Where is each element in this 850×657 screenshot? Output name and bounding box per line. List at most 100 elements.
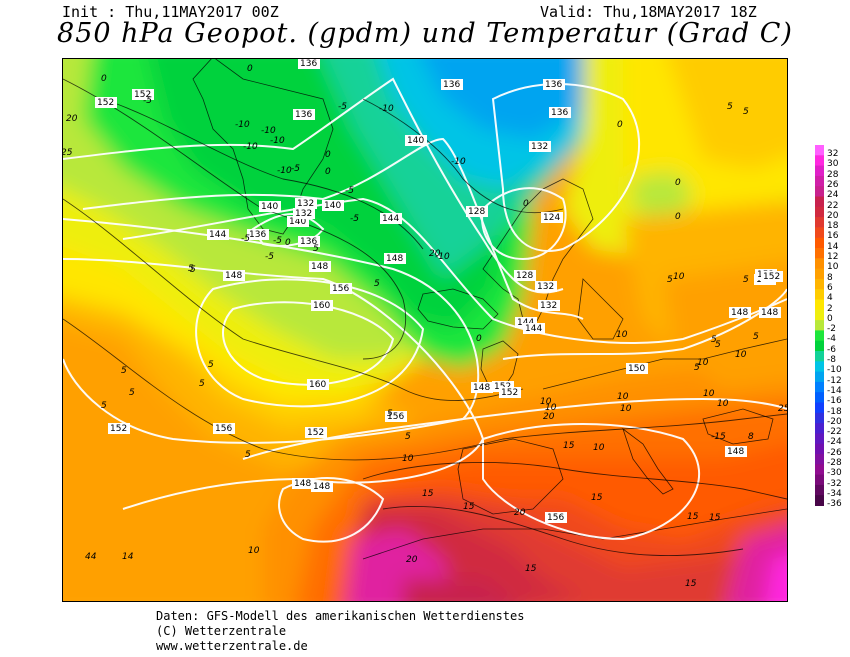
geopotential-label-4: 136 [549,107,571,118]
geopotential-label-1: 136 [293,109,315,120]
geopotential-label-bg [132,89,154,100]
temperature-label-59: 15 [563,441,575,451]
credits-copyright: (C) Wetterzentrale [156,624,287,638]
temperature-label-55: 10 [402,454,414,464]
temperature-label-text: -5 [143,96,152,106]
scale-swatch [815,433,824,445]
temperature-label-26: 5 [727,102,733,112]
geopotential-label-text: 156 [332,284,349,294]
temperature-label-67: 20 [543,412,555,422]
scale-label: -8 [827,355,836,365]
temperature-label-13: -5 [265,252,274,262]
geopotential-label-44: 156 [545,512,567,523]
credits: Daten: GFS-Modell des amerikanischen Wet… [156,609,524,654]
temperature-label-57: 10 [545,403,557,413]
temperature-label-text: -5 [291,164,300,174]
geopotential-label-bg [207,229,229,240]
temperature-label-10: -5 [143,96,152,106]
geopotential-label-10: 140 [259,201,281,212]
geopotential-label-bg [466,206,488,217]
geopotential-label-text: 148 [313,482,330,492]
scale-swatch [815,196,824,208]
scale-label: -12 [827,375,842,386]
temperature-label-34: 5 [667,275,673,285]
scale-label: 32 [827,149,839,159]
temperature-label-21: -10 [270,136,285,146]
temperature-label-53: 10 [248,546,260,556]
temperature-label-32: 5 [199,379,205,389]
temperature-label-7: 0 [476,334,482,344]
geopotential-label-text: 156 [215,424,232,434]
temperature-label-61: 15 [709,513,721,523]
temperature-label-text: -10 [270,136,285,146]
geopotential-label-bg [293,208,315,219]
geopotential-label-bg [471,382,493,393]
temperature-label-text: 15 [685,579,697,589]
coast-italy [622,427,674,495]
temperature-label-27: 5 [313,244,319,254]
temperature-label-text: 5 [129,388,135,398]
temperature-label-text: 0 [476,334,482,344]
temperature-label-1: 0 [247,64,253,74]
temperature-label-64: 15 [463,502,475,512]
geopotential-label-text: 152 [307,428,324,438]
temperature-label-text: 10 [617,392,629,402]
temperature-label-71: 20 [66,114,78,124]
coast-baltic [577,278,624,340]
temperature-label-52: 10 [620,404,632,414]
temperature-label-text: 5 [711,335,717,345]
scale-swatch [815,268,824,280]
credits-data-source: Daten: GFS-Modell des amerikanischen Wet… [156,609,525,623]
geopotential-label-text: 148 [761,308,778,318]
scale-label: 8 [827,272,833,283]
geopotential-label-41: 156 [330,283,352,294]
scale-swatch [815,227,824,239]
contour-156-south [482,423,701,541]
geopotential-label-40: 152 [499,387,521,398]
temperature-label-75: 8 [748,432,754,442]
scale-label: 10 [827,262,839,273]
geopotential-label-16: 132 [293,208,315,219]
temperature-label-18: -10 [379,104,394,114]
scale-label: -20 [827,416,842,427]
temperature-label-text: 0 [247,64,253,74]
geopotential-label-bg [295,198,317,209]
credits-website[interactable]: www.wetterzentrale.de [156,639,308,653]
temperature-label-66: 15 [685,579,697,589]
temperature-label-3: 0 [325,167,331,177]
map-title: 850 hPa Geopot. (gpdm) und Temperatur (G… [57,18,793,49]
isotherm-20 [382,505,744,557]
temperature-label-text: 5 [694,363,700,373]
geopotential-label-text: 136 [249,230,266,240]
temperature-label-text: 8 [748,432,754,442]
weather-map: 136 136 136 136 136 136 136 140 140 140 140 144 144 1… [62,58,788,602]
temperature-label-63: 15 [422,489,434,499]
geopotential-label-36: 152 [305,427,327,438]
temperature-label-text: 5 [208,360,214,370]
scale-label: -32 [827,478,842,489]
geopotential-label-text: 132 [295,209,312,219]
scale-label: -14 [827,385,842,396]
temperature-label-text: 5 [313,244,319,254]
temperature-label-text: 0 [325,150,331,160]
geopotential-label-29: 148 [471,382,493,393]
geopotential-label-bg [322,200,344,211]
scale-swatch [815,155,824,167]
geopotential-label-bg [761,271,783,282]
geopotential-label-22: 124 [541,212,563,223]
temperature-label-36: 5 [753,332,759,342]
geopotential-label-27: 148 [759,307,781,318]
temperature-label-50: 10 [735,350,747,360]
scale-label: -4 [827,334,836,345]
temperature-label-text: 15 [709,513,721,523]
geopotential-label-6: 136 [298,236,320,247]
scale-swatch [815,464,824,476]
geopotential-label-26: 148 [729,307,751,318]
temperature-label-text: 15 [591,493,603,503]
temperature-label-text: 5 [743,275,749,285]
scale-label: -24 [827,437,842,448]
scale-swatch [815,237,824,249]
temperature-label-text: -15 [711,432,726,442]
temperature-label-9: 0 [285,238,291,248]
